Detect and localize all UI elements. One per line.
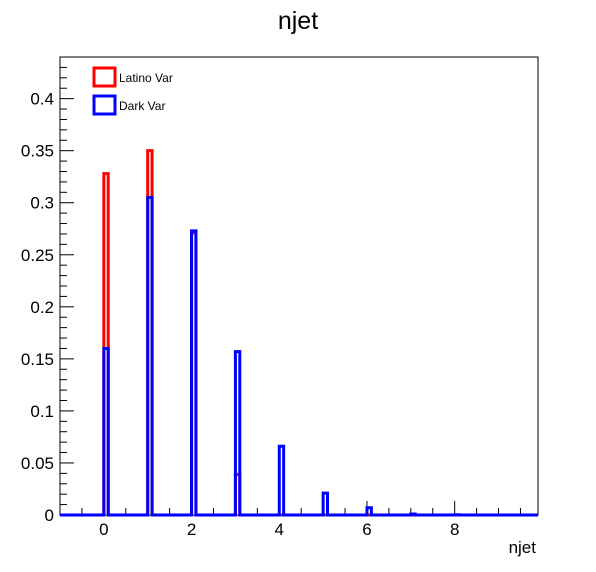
y-tick-label: 0.3 <box>30 194 54 213</box>
legend-label: Dark Var <box>119 99 165 113</box>
series-line-0 <box>60 149 538 517</box>
legend-swatch <box>92 66 117 88</box>
legend: Latino Var Dark Var <box>92 66 173 116</box>
x-tick-label: 2 <box>187 520 196 539</box>
y-tick-label: 0.15 <box>21 350 54 369</box>
legend-label: Latino Var <box>119 71 173 85</box>
y-tick-label: 0 <box>45 506 54 525</box>
series-layer <box>60 149 538 517</box>
y-tick-label: 0.1 <box>30 402 54 421</box>
x-tick-label: 8 <box>450 520 459 539</box>
x-axis-label: njet <box>509 538 537 557</box>
y-tick-label: 0.05 <box>21 454 54 473</box>
y-tick-label: 0.25 <box>21 246 54 265</box>
y-axis: 0 0.05 0.1 0.15 0.2 0.25 0.3 0.35 0.4 <box>21 66 74 525</box>
x-tick-label: 6 <box>362 520 371 539</box>
y-tick-label: 0.4 <box>30 90 54 109</box>
y-tick-label: 0.35 <box>21 142 54 161</box>
x-tick-label: 0 <box>99 520 108 539</box>
x-tick-label: 4 <box>275 520 284 539</box>
chart-title: njet <box>278 7 318 35</box>
y-tick-label: 0.2 <box>30 298 54 317</box>
series-line-1 <box>60 196 538 517</box>
x-axis: 0 2 4 6 8 <box>59 501 521 539</box>
legend-swatch <box>92 94 117 116</box>
plot-frame <box>59 56 539 516</box>
